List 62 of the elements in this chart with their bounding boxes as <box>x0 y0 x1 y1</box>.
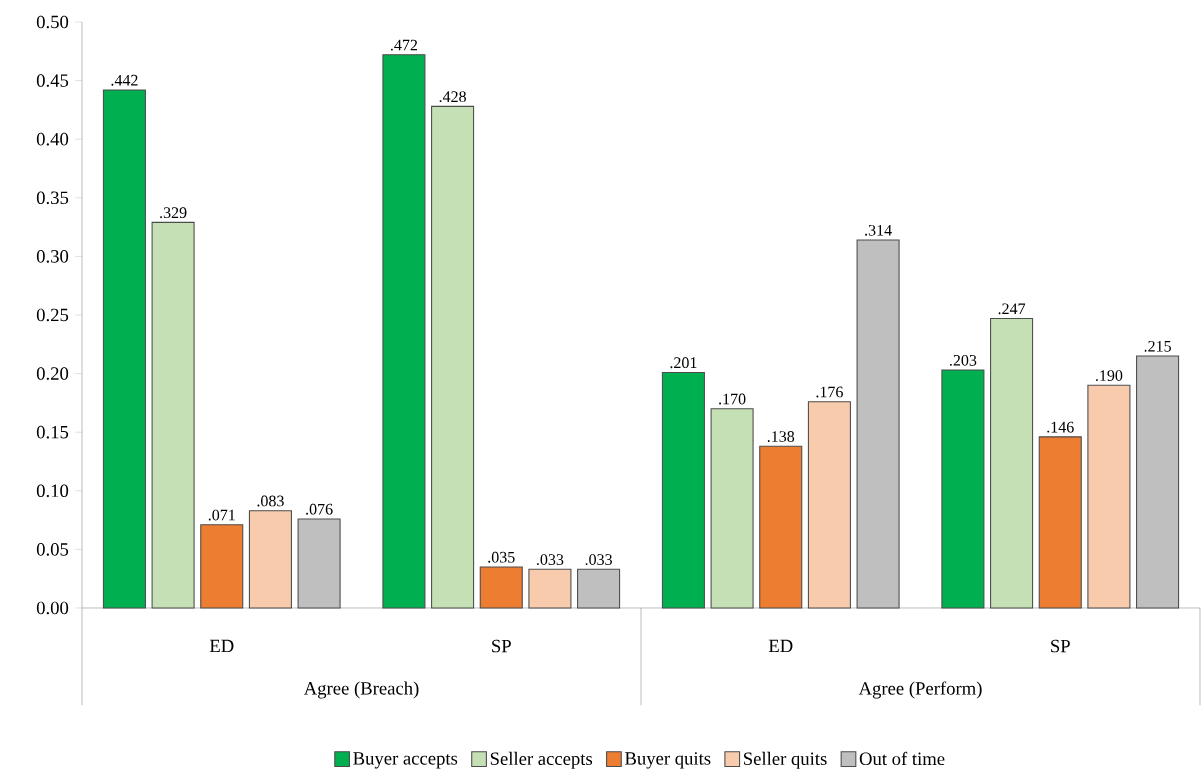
legend-label: Buyer accepts <box>353 752 458 769</box>
data-label: .215 <box>1144 340 1171 352</box>
data-label: .201 <box>670 357 697 368</box>
bar <box>807 401 851 609</box>
data-label: .247 <box>998 303 1026 315</box>
data-label: .138 <box>767 430 795 442</box>
text: Agree (Breach) <box>303 681 419 699</box>
bar <box>102 89 146 609</box>
bar <box>431 105 475 609</box>
data-label: .076 <box>306 503 333 515</box>
data-label: .190 <box>1095 370 1123 381</box>
y-tick-label: 0.05 <box>36 542 69 556</box>
legend-label: Out of time <box>859 751 945 765</box>
x-tick-label: SP <box>1051 639 1070 653</box>
bar <box>528 568 572 609</box>
y-tick-label: 0.50 <box>36 15 69 29</box>
bar <box>856 239 900 609</box>
data-label: .083 <box>257 495 284 507</box>
bar <box>479 566 523 609</box>
bar <box>941 369 985 609</box>
y-tick-label: 0.15 <box>36 425 69 439</box>
legend-label: Seller quits <box>744 751 827 769</box>
bar <box>297 518 341 609</box>
bar <box>1038 436 1082 609</box>
legend-label: Seller accepts <box>490 751 593 769</box>
data-label: .428 <box>439 91 466 102</box>
data-label: .472 <box>390 39 418 51</box>
data-label: .203 <box>949 354 977 366</box>
y-tick-label: 0.30 <box>36 249 69 263</box>
bar <box>710 408 754 609</box>
y-tick-label: 0.10 <box>36 484 69 497</box>
y-tick-label: 0.25 <box>36 308 69 322</box>
bar <box>382 54 426 609</box>
y-tick-label: 0.00 <box>36 601 69 615</box>
x-tick-label: ED <box>768 639 793 652</box>
y-tick-label: 0.45 <box>36 74 69 87</box>
x-tick-label: SP <box>492 639 511 653</box>
y-tick-label: 0.35 <box>36 191 69 204</box>
text: Agree (Perform) <box>858 681 982 699</box>
data-label: .071 <box>208 509 235 521</box>
bar <box>661 371 705 609</box>
y-tick-label: 0.40 <box>36 132 69 146</box>
bar <box>1136 355 1180 609</box>
bar <box>990 317 1034 609</box>
data-label: .314 <box>865 224 892 236</box>
data-label: .329 <box>160 207 187 218</box>
y-tick-label: 0.20 <box>36 367 69 380</box>
data-label: .035 <box>488 551 515 563</box>
data-label: .146 <box>1047 421 1074 433</box>
x-tick-label: ED <box>209 639 234 652</box>
data-label: .442 <box>111 74 138 86</box>
data-label: .033 <box>536 554 564 565</box>
bar <box>151 221 195 609</box>
data-label: .033 <box>585 554 612 565</box>
data-label: .176 <box>816 386 843 398</box>
data-label: .170 <box>719 393 746 405</box>
bar <box>248 510 292 609</box>
bar <box>1087 384 1131 609</box>
legend-label: Buyer quits <box>625 752 711 769</box>
bar <box>577 568 621 609</box>
bar <box>759 445 803 609</box>
bar <box>200 524 244 609</box>
